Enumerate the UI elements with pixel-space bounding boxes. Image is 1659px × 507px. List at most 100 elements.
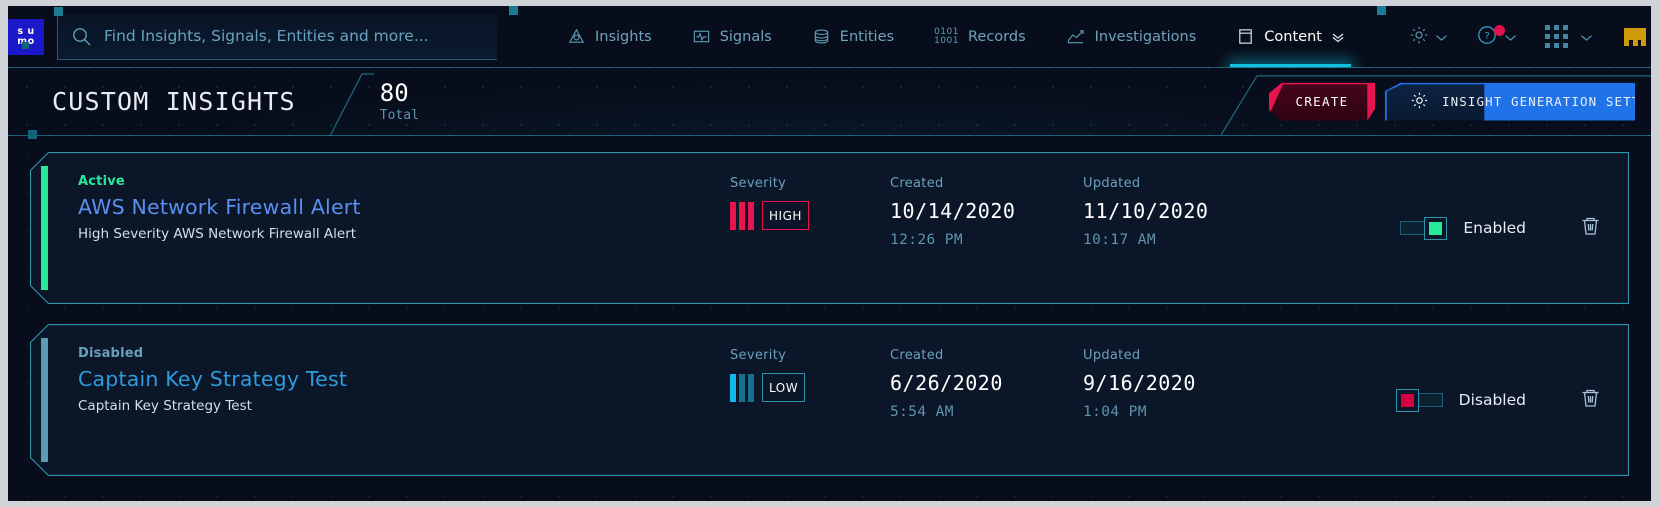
- entities-icon: [812, 27, 831, 46]
- decor-tick: [22, 41, 29, 49]
- chevron-down-icon: [1580, 27, 1593, 46]
- nav-label: Entities: [839, 28, 895, 45]
- severity-bars: [730, 202, 754, 230]
- total-count: 80 Total: [379, 78, 419, 123]
- created-header: Created: [890, 176, 944, 191]
- insights-list: Active AWS Network Firewall Alert High S…: [8, 136, 1651, 501]
- enable-toggle[interactable]: [1396, 389, 1443, 411]
- create-button-fill: [1269, 82, 1375, 121]
- total-value: 80: [379, 78, 409, 107]
- toggle-label: Enabled: [1463, 219, 1526, 237]
- avatar-icon: [1621, 26, 1651, 48]
- nav-item-content[interactable]: Content: [1216, 6, 1365, 67]
- insight-card[interactable]: Disabled Captain Key Strategy Test Capta…: [30, 324, 1629, 476]
- insight-title-link[interactable]: AWS Network Firewall Alert: [78, 195, 361, 219]
- sumo-logic-logo[interactable]: s u mo: [8, 18, 44, 55]
- create-button[interactable]: CREATE: [1269, 82, 1375, 121]
- created-column: Created 6/26/2020 5:54 AM: [890, 324, 1083, 476]
- nav-label: Signals: [719, 28, 772, 45]
- created-time: 12:26 PM: [890, 232, 964, 248]
- updated-header: Updated: [1083, 348, 1141, 363]
- nav-label: Insights: [595, 28, 652, 45]
- content-icon: [1236, 27, 1255, 46]
- card-accent-bar: [41, 166, 48, 290]
- search-icon: [72, 27, 91, 46]
- card-main: Disabled Captain Key Strategy Test Capta…: [30, 324, 730, 476]
- severity-header: Severity: [730, 176, 787, 191]
- decor-corner: [509, 6, 518, 15]
- nav-item-entities[interactable]: Entities: [792, 6, 914, 67]
- app-window: s u mo Insights: [8, 6, 1651, 501]
- page-header: CUSTOM INSIGHTS 80 Total CREATE: [8, 68, 1651, 139]
- settings-menu-button[interactable]: [1397, 17, 1460, 57]
- toggle-knob: [1424, 217, 1447, 240]
- updated-date: 11/10/2020: [1083, 199, 1209, 223]
- enable-toggle[interactable]: [1400, 217, 1447, 239]
- decor-tick: [28, 130, 37, 139]
- status-badge: Active: [78, 174, 125, 189]
- search-bar[interactable]: [54, 6, 497, 60]
- updated-time: 10:17 AM: [1083, 232, 1157, 248]
- user-menu-button[interactable]: [1609, 17, 1651, 57]
- nav-items: Insights Signals: [547, 6, 1365, 67]
- severity-column: Severity LOW: [730, 324, 890, 476]
- insight-description: Captain Key Strategy Test: [78, 398, 252, 414]
- toggle-track: [1418, 393, 1443, 407]
- created-date: 10/14/2020: [890, 199, 1016, 223]
- nav-right-icons: ?: [1397, 17, 1651, 57]
- severity-badge: LOW: [762, 373, 805, 402]
- logo-container[interactable]: s u mo: [8, 18, 44, 55]
- header-actions: CREATE INSIGHT GENERATION SETTINGS: [1221, 68, 1651, 135]
- logo-line-1: s u: [17, 25, 35, 37]
- delete-button[interactable]: [1578, 214, 1603, 243]
- apps-menu-button[interactable]: [1533, 17, 1605, 57]
- top-navigation-bar: s u mo Insights: [8, 6, 1651, 68]
- status-badge: Disabled: [78, 346, 144, 361]
- chevron-down-icon: [1504, 27, 1517, 46]
- severity-column: Severity HIGH: [730, 152, 890, 304]
- search-input[interactable]: [104, 27, 497, 45]
- updated-column: Updated 9/16/2020 1:04 PM: [1083, 324, 1276, 476]
- severity-header: Severity: [730, 348, 787, 363]
- nav-label: Records: [967, 28, 1026, 45]
- card-accent-bar: [41, 338, 48, 462]
- card-actions: Enabled: [1400, 152, 1629, 304]
- insight-card[interactable]: Active AWS Network Firewall Alert High S…: [30, 152, 1629, 304]
- nav-item-insights[interactable]: Insights: [547, 6, 672, 67]
- create-button-label: CREATE: [1295, 94, 1349, 109]
- decor-corner: [1376, 6, 1386, 15]
- created-header: Created: [890, 348, 944, 363]
- insight-title-link[interactable]: Captain Key Strategy Test: [78, 367, 348, 391]
- gear-icon: [1410, 91, 1429, 113]
- nav-item-records[interactable]: 0101 1001 Records: [914, 6, 1046, 67]
- insight-generation-settings-button[interactable]: INSIGHT GENERATION SETTINGS: [1385, 82, 1635, 121]
- header-slash-decor: [329, 68, 374, 136]
- updated-header: Updated: [1083, 176, 1141, 191]
- trash-icon: [1578, 386, 1603, 415]
- card-main: Active AWS Network Firewall Alert High S…: [30, 152, 730, 304]
- created-time: 5:54 AM: [890, 404, 954, 420]
- delete-button[interactable]: [1578, 386, 1603, 415]
- total-label: Total: [379, 107, 419, 123]
- nav-item-signals[interactable]: Signals: [672, 6, 792, 67]
- insight-description: High Severity AWS Network Firewall Alert: [78, 226, 357, 242]
- notification-badge-icon: [1493, 24, 1505, 36]
- severity-value: LOW: [730, 373, 890, 402]
- help-menu-button[interactable]: ?: [1464, 17, 1529, 57]
- page-title: CUSTOM INSIGHTS: [52, 87, 296, 116]
- created-date: 6/26/2020: [890, 371, 1003, 395]
- apps-grid-icon: [1544, 25, 1568, 48]
- settings-button-label: INSIGHT GENERATION SETTINGS: [1442, 94, 1650, 109]
- created-column: Created 10/14/2020 12:26 PM: [890, 152, 1083, 304]
- toggle-label: Disabled: [1458, 391, 1526, 409]
- nav-item-investigations[interactable]: Investigations: [1046, 6, 1217, 67]
- severity-bars: [730, 374, 754, 402]
- gear-icon: [1409, 25, 1429, 49]
- updated-date: 9/16/2020: [1083, 371, 1196, 395]
- chevron-down-icon[interactable]: [1331, 32, 1345, 43]
- trash-icon: [1578, 214, 1603, 243]
- nav-label: Content: [1264, 28, 1322, 45]
- insights-icon: [567, 27, 586, 46]
- severity-value: HIGH: [730, 201, 890, 230]
- decor-corner: [54, 6, 63, 16]
